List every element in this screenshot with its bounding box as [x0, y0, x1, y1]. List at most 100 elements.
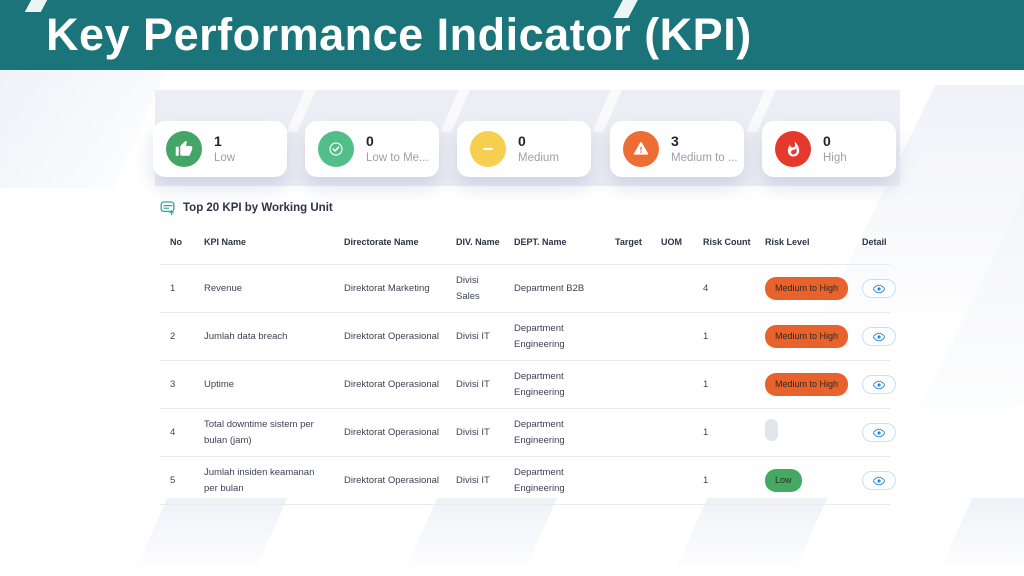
card-label: Medium	[518, 151, 559, 164]
detail-view-button[interactable]	[862, 327, 896, 346]
decorative-diagonal	[0, 70, 167, 188]
detail-view-button[interactable]	[862, 423, 896, 442]
col-header-uom: UOM	[661, 237, 682, 248]
cell-kpi-name: Jumlah insiden keamanan per bulan	[204, 466, 315, 494]
cell-risk-level: Medium to High	[755, 325, 852, 348]
detail-view-button[interactable]	[862, 375, 896, 394]
col-header-division: DIV. Name	[456, 237, 500, 248]
table-row: 4 Total downtime sistem per bulan (jam) …	[160, 409, 896, 457]
card-label: Medium to ...	[671, 151, 738, 164]
check-circle-icon	[318, 131, 354, 167]
col-header-risk-count: Risk Count	[703, 237, 751, 248]
risk-level-badge	[765, 418, 778, 441]
cell-directorate-name: Direktorat Operasional	[344, 330, 440, 342]
cell-risk-count: 4	[703, 282, 709, 294]
table-header-row: No KPI Name Directorate Name DIV. Name D…	[160, 222, 890, 265]
detail-view-button[interactable]	[862, 471, 896, 490]
cell-risk-count: 1	[703, 330, 709, 342]
detail-view-button[interactable]	[862, 279, 896, 298]
warning-icon	[623, 131, 659, 167]
table-body: 1 Revenue Direktorat Marketing Divisi Sa…	[160, 265, 896, 505]
col-header-department: DEPT. Name	[514, 237, 567, 248]
page-title: Key Performance Indicator (KPI)	[46, 9, 752, 60]
cell-risk-level: Medium to High	[755, 373, 852, 396]
card-value: 0	[366, 133, 374, 150]
cell-kpi-name: Revenue	[204, 282, 243, 294]
summary-card-low[interactable]: 1 Low	[153, 121, 287, 177]
eye-icon	[872, 284, 886, 294]
cell-division-name: Divisi IT	[456, 330, 490, 342]
decorative-stripe	[402, 498, 558, 576]
cell-directorate-name: Direktorat Marketing	[344, 282, 430, 294]
col-header-kpi-name: KPI Name	[204, 237, 247, 248]
cell-no: 1	[170, 282, 176, 294]
cell-no: 3	[170, 378, 176, 390]
summary-card-medium-to-high[interactable]: 3 Medium to ...	[610, 121, 744, 177]
cell-risk-level: Medium to High	[755, 277, 852, 300]
card-value: 0	[518, 133, 526, 150]
risk-level-badge: Medium to High	[765, 277, 849, 300]
cell-department-name: Department B2B	[514, 282, 585, 294]
flame-icon	[775, 131, 811, 167]
export-comment-icon	[160, 200, 176, 216]
eye-icon	[872, 476, 886, 486]
cell-detail	[852, 327, 896, 346]
header-bar: Key Performance Indicator (KPI)	[0, 0, 1024, 70]
decorative-stripe	[937, 498, 1024, 576]
risk-level-badge: Medium to High	[765, 325, 849, 348]
decorative-stripe	[132, 498, 288, 576]
cell-risk-count: 1	[703, 378, 709, 390]
cell-division-name: Divisi IT	[456, 426, 490, 438]
decorative-stripe	[672, 498, 828, 576]
decorative-diagonal	[902, 85, 1024, 445]
col-header-directorate: Directorate Name	[344, 237, 419, 248]
cell-risk-count: 1	[703, 474, 709, 486]
thumbs-up-icon	[166, 131, 202, 167]
cell-risk-level	[755, 418, 852, 447]
card-label: Low to Me...	[366, 151, 429, 164]
cell-detail	[852, 471, 896, 490]
cell-risk-count: 1	[703, 426, 709, 438]
cell-detail	[852, 375, 896, 394]
minus-circle-icon	[470, 131, 506, 167]
cell-directorate-name: Direktorat Operasional	[344, 378, 440, 390]
cell-no: 2	[170, 330, 176, 342]
table-row: 5 Jumlah insiden keamanan per bulan Dire…	[160, 457, 896, 505]
kpi-table-section: Top 20 KPI by Working Unit No KPI Name D…	[160, 199, 896, 505]
summary-card-high[interactable]: 0 High	[762, 121, 896, 177]
cell-detail	[852, 279, 896, 298]
cell-detail	[852, 423, 896, 442]
cell-directorate-name: Direktorat Operasional	[344, 426, 440, 438]
col-header-no: No	[170, 237, 182, 248]
card-value: 0	[823, 133, 831, 150]
table-title: Top 20 KPI by Working Unit	[183, 202, 333, 214]
cell-department-name: Department Engineering	[514, 322, 565, 350]
cell-no: 5	[170, 474, 176, 486]
cell-no: 4	[170, 426, 176, 438]
card-label: High	[823, 151, 847, 164]
cell-department-name: Department Engineering	[514, 370, 565, 398]
eye-icon	[872, 428, 886, 438]
table-row: 2 Jumlah data breach Direktorat Operasio…	[160, 313, 896, 361]
cell-directorate-name: Direktorat Operasional	[344, 474, 440, 486]
risk-level-badge: Medium to High	[765, 373, 849, 396]
cell-division-name: Divisi Sales	[456, 274, 480, 302]
summary-card-medium[interactable]: 0 Medium	[457, 121, 591, 177]
summary-card-low-to-medium[interactable]: 0 Low to Me...	[305, 121, 439, 177]
cell-kpi-name: Uptime	[204, 378, 235, 390]
cell-department-name: Department Engineering	[514, 418, 565, 446]
col-header-detail: Detail	[862, 237, 887, 248]
cell-kpi-name: Total downtime sistem per bulan (jam)	[204, 418, 314, 446]
table-row: 3 Uptime Direktorat Operasional Divisi I…	[160, 361, 896, 409]
card-value: 3	[671, 133, 679, 150]
cell-risk-level: Low	[755, 469, 852, 492]
col-header-target: Target	[615, 237, 642, 248]
col-header-risk-level: Risk Level	[765, 237, 810, 248]
table-row: 1 Revenue Direktorat Marketing Divisi Sa…	[160, 265, 896, 313]
eye-icon	[872, 380, 886, 390]
card-value: 1	[214, 133, 222, 150]
cell-division-name: Divisi IT	[456, 378, 490, 390]
cell-division-name: Divisi IT	[456, 474, 490, 486]
card-label: Low	[214, 151, 236, 164]
